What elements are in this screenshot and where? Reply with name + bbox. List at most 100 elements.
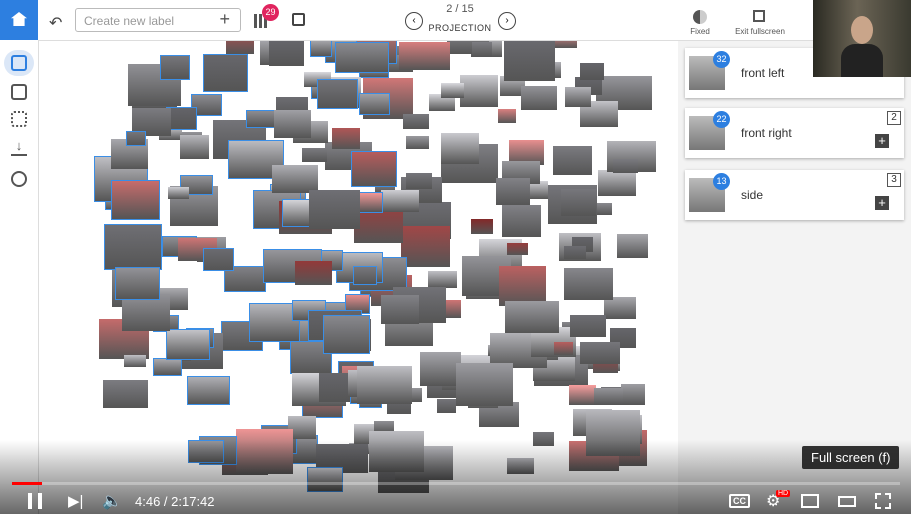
image-thumbnail[interactable] [472, 41, 493, 57]
image-thumbnail[interactable] [110, 180, 160, 221]
image-thumbnail[interactable] [294, 260, 333, 285]
image-thumbnail[interactable] [356, 365, 412, 405]
image-thumbnail[interactable] [501, 204, 542, 238]
image-thumbnail[interactable] [380, 295, 419, 324]
image-thumbnail[interactable] [568, 385, 596, 405]
image-thumbnail[interactable] [561, 188, 597, 217]
prev-button[interactable]: ‹ [405, 12, 423, 30]
image-thumbnail[interactable] [498, 265, 547, 306]
image-thumbnail[interactable] [553, 341, 574, 356]
label-card[interactable]: 13 side 3 + [685, 170, 904, 220]
image-thumbnail[interactable] [203, 247, 234, 272]
label-card[interactable]: 22 front right 2 + [685, 108, 904, 158]
image-thumbnail[interactable] [359, 92, 391, 115]
home-button[interactable] [0, 0, 38, 40]
image-thumbnail[interactable] [470, 218, 494, 234]
image-thumbnail[interactable] [316, 79, 358, 110]
image-thumbnail[interactable] [551, 40, 578, 49]
image-thumbnail[interactable] [272, 164, 319, 193]
pause-button[interactable] [28, 493, 42, 509]
download-tool[interactable]: ↓ [11, 138, 27, 156]
image-thumbnail[interactable] [496, 178, 530, 205]
image-thumbnail[interactable] [103, 380, 148, 408]
image-thumbnail[interactable] [246, 110, 278, 129]
image-thumbnail[interactable] [620, 384, 646, 405]
image-thumbnail[interactable] [287, 416, 317, 439]
add-button[interactable]: + [875, 134, 889, 148]
image-thumbnail[interactable] [226, 40, 254, 54]
image-thumbnail[interactable] [427, 271, 457, 288]
image-thumbnail[interactable] [249, 302, 300, 343]
projection-canvas[interactable] [38, 40, 678, 514]
image-thumbnail[interactable] [121, 294, 171, 332]
next-video-button[interactable]: ▶| [68, 493, 84, 510]
image-thumbnail[interactable] [508, 140, 544, 165]
target-tool[interactable] [11, 171, 27, 187]
image-thumbnail[interactable] [594, 388, 623, 405]
image-thumbnail[interactable] [505, 301, 560, 334]
image-thumbnail[interactable] [165, 107, 197, 131]
image-thumbnail[interactable] [503, 40, 555, 81]
image-thumbnail[interactable] [160, 55, 190, 81]
search-button[interactable] [292, 13, 305, 26]
volume-button[interactable]: 🔈 [102, 493, 122, 510]
image-thumbnail[interactable] [456, 363, 514, 406]
image-thumbnail[interactable] [402, 113, 429, 130]
image-thumbnail[interactable] [616, 234, 648, 258]
image-thumbnail[interactable] [152, 357, 182, 376]
image-thumbnail[interactable] [310, 40, 332, 58]
image-thumbnail[interactable] [350, 151, 398, 188]
image-thumbnail[interactable] [406, 172, 432, 189]
image-thumbnail[interactable] [405, 136, 429, 150]
image-thumbnail[interactable] [437, 398, 457, 413]
image-thumbnail[interactable] [520, 85, 557, 111]
settings-button[interactable]: ⚙ [766, 493, 781, 510]
progress-track[interactable] [12, 482, 900, 485]
image-thumbnail[interactable] [302, 148, 327, 163]
image-thumbnail[interactable] [167, 186, 189, 199]
image-thumbnail[interactable] [355, 191, 384, 214]
image-thumbnail[interactable] [268, 40, 305, 66]
image-thumbnail[interactable] [309, 190, 361, 230]
image-thumbnail[interactable] [507, 242, 529, 256]
image-thumbnail[interactable] [103, 224, 162, 270]
image-thumbnail[interactable] [224, 265, 266, 293]
image-thumbnail[interactable] [335, 41, 389, 73]
image-thumbnail[interactable] [331, 127, 360, 149]
image-thumbnail[interactable] [380, 189, 419, 213]
image-thumbnail[interactable] [613, 158, 638, 173]
image-thumbnail[interactable] [440, 83, 464, 98]
image-thumbnail[interactable] [203, 54, 249, 92]
image-thumbnail[interactable] [115, 267, 160, 301]
miniplayer-button[interactable] [801, 494, 819, 508]
fixed-icon[interactable] [693, 10, 707, 24]
image-thumbnail[interactable] [594, 202, 613, 216]
undo-button[interactable]: ↶ [49, 15, 63, 32]
image-thumbnail[interactable] [353, 266, 378, 286]
image-thumbnail[interactable] [428, 94, 456, 112]
select-tool[interactable] [4, 50, 34, 76]
label-input[interactable]: Create new label + [75, 8, 241, 32]
image-thumbnail[interactable] [126, 130, 147, 146]
image-thumbnail[interactable] [569, 314, 606, 337]
tool[interactable] [11, 111, 27, 127]
exit-icon[interactable] [753, 10, 765, 22]
image-thumbnail[interactable] [190, 94, 222, 117]
cc-button[interactable]: CC [729, 494, 750, 508]
fullscreen-button[interactable] [875, 493, 891, 509]
image-thumbnail[interactable] [460, 75, 498, 107]
image-thumbnail[interactable] [400, 226, 451, 267]
image-thumbnail[interactable] [273, 110, 312, 139]
image-thumbnail[interactable] [420, 352, 462, 387]
add-button[interactable]: + [875, 196, 889, 210]
image-thumbnail[interactable] [344, 293, 370, 315]
image-thumbnail[interactable] [399, 41, 450, 71]
image-thumbnail[interactable] [166, 328, 211, 360]
image-thumbnail[interactable] [580, 62, 605, 80]
image-thumbnail[interactable] [131, 108, 171, 136]
image-thumbnail[interactable] [564, 86, 592, 108]
image-thumbnail[interactable] [180, 135, 209, 159]
image-thumbnail[interactable] [124, 354, 147, 368]
add-icon[interactable]: + [219, 9, 230, 29]
image-thumbnail[interactable] [563, 246, 586, 259]
